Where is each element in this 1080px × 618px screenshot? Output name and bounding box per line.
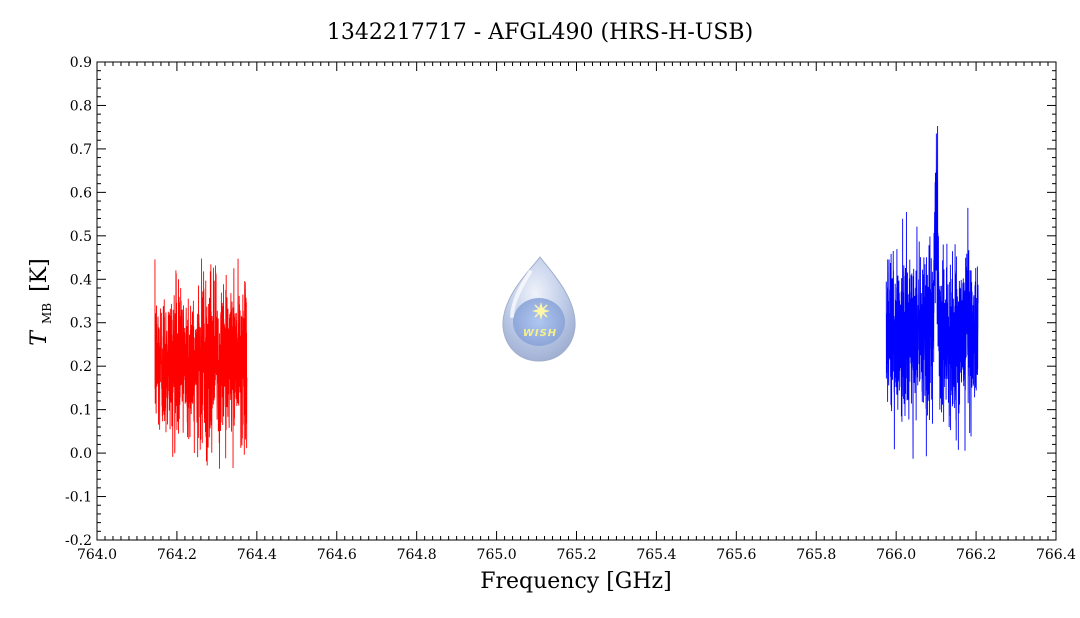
series-layer [154, 125, 979, 469]
x-tick-label: 765.4 [636, 547, 676, 563]
x-tick-label: 764.4 [237, 547, 277, 563]
y-axis-label: T MB [K] [27, 258, 57, 345]
x-tick-label: 765.8 [796, 547, 836, 563]
logo-inner-glow [513, 298, 565, 346]
y-tick-label: -0.2 [65, 533, 92, 549]
x-tick-label: 765.0 [477, 547, 517, 563]
y-axis-label-main: T [27, 329, 52, 346]
star-icon [532, 302, 550, 320]
chart-title: 1342217717 - AFGL490 (HRS-H-USB) [327, 20, 753, 45]
x-tick-label: 766.0 [876, 547, 916, 563]
y-tick-label: 0.4 [70, 272, 92, 288]
y-axis-label-sub: MB [40, 303, 54, 324]
x-tick-label: 766.4 [1036, 547, 1076, 563]
y-tick-label: 0.6 [70, 185, 92, 201]
x-tick-label: 766.2 [956, 547, 996, 563]
y-tick-label: -0.1 [65, 490, 92, 506]
x-axis-label: Frequency [GHz] [480, 569, 672, 594]
spectrum-series-2 [885, 125, 979, 459]
x-tick-label: 764.6 [317, 547, 357, 563]
y-tick-label: 0.3 [70, 316, 92, 332]
x-tick-label: 764.2 [157, 547, 197, 563]
y-tick-label: 0.1 [70, 403, 92, 419]
wish-logo: WISH [502, 256, 576, 362]
y-tick-label: 0.5 [70, 229, 92, 245]
logo-highlight [510, 270, 532, 318]
y-axis-ticks: -0.2 -0.1 0.0 0.1 0.2 0.3 0.4 0.5 0.6 0.7 0.8 0.9 [65, 55, 1056, 549]
x-tick-label: 765.6 [716, 547, 756, 563]
y-tick-label: 0.2 [70, 359, 92, 375]
y-axis-label-unit: [K] [27, 258, 52, 292]
y-tick-label: 0.0 [70, 446, 92, 462]
y-tick-label: 0.9 [70, 55, 92, 71]
y-tick-label: 0.7 [70, 142, 92, 158]
x-tick-label: 765.2 [556, 547, 596, 563]
x-axis-ticks: 764.0 764.2 764.4 764.6 764.8 765.0 765.2 765.4… [77, 62, 1076, 563]
svg-text:T MB [K]: T MB [K] [27, 258, 57, 345]
x-tick-label: 764.0 [77, 547, 117, 563]
x-tick-label: 764.8 [397, 547, 437, 563]
spectrum-series-1 [154, 258, 248, 469]
logo-text: WISH [523, 328, 557, 339]
y-tick-label: 0.8 [70, 98, 92, 114]
